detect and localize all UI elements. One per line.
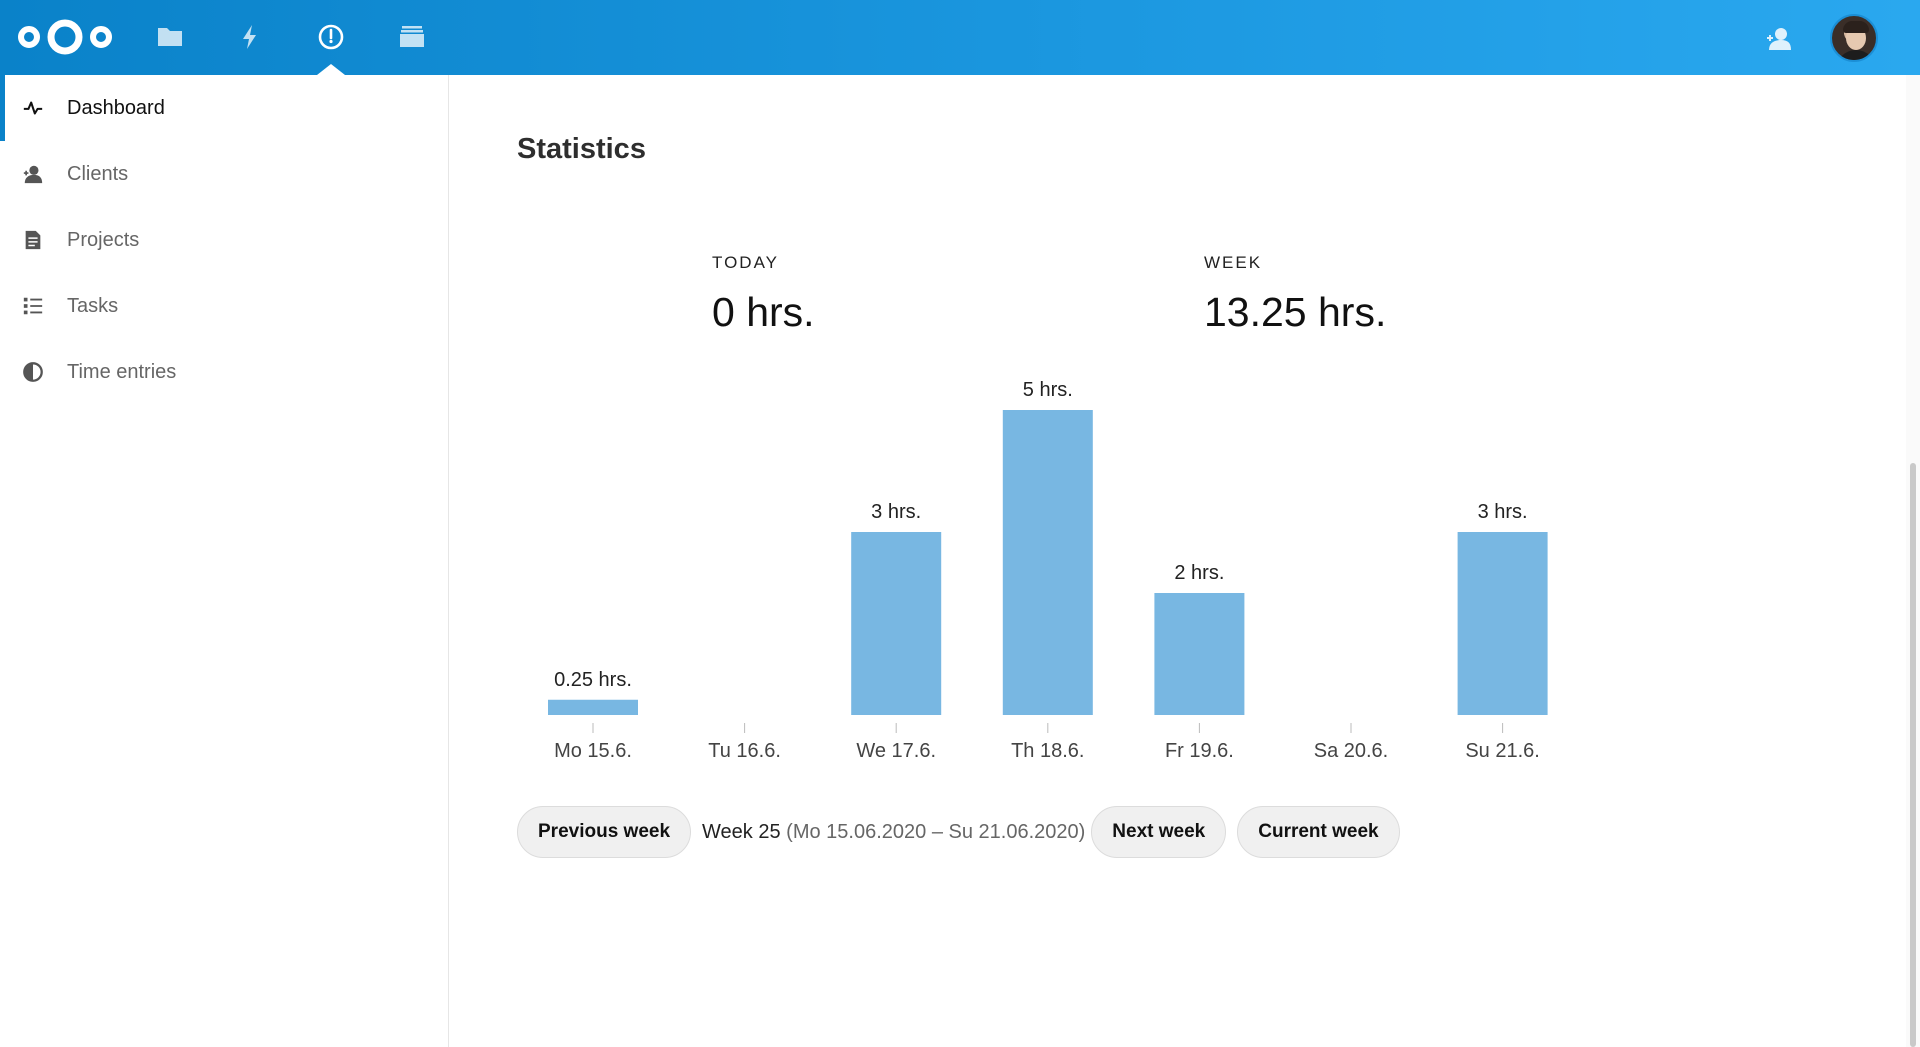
top-header <box>0 0 1920 75</box>
sidebar-item-projects[interactable]: Projects <box>0 207 449 273</box>
pulse-icon <box>20 95 46 121</box>
previous-week-button[interactable]: Previous week <box>517 806 692 858</box>
deck-icon[interactable] <box>395 20 429 54</box>
pie-icon <box>20 359 46 385</box>
checklist-icon <box>20 293 46 319</box>
chart-bar <box>1154 593 1245 715</box>
sidebar-item-time-entries[interactable]: Time entries <box>0 339 449 405</box>
x-axis-tick-label: Sa 20.6. <box>1314 740 1389 762</box>
sidebar-item-label: Clients <box>67 162 129 185</box>
sidebar-item-dashboard[interactable]: Dashboard <box>0 75 449 141</box>
clock-icon[interactable] <box>314 20 348 54</box>
bar-data-label: 3 hrs. <box>1478 501 1528 523</box>
active-item-bar <box>0 75 5 141</box>
week-number: Week 25 <box>702 820 781 843</box>
today-label: TODAY <box>712 253 779 272</box>
lightning-icon[interactable] <box>233 20 267 54</box>
main-content: Statistics TODAY 0 hrs. WEEK 13.25 hrs. <box>450 75 1900 1047</box>
app-navigation: Dashboard Clients Projects Tasks Time en… <box>0 75 449 1047</box>
week-label: WEEK <box>1204 253 1263 272</box>
active-app-indicator <box>317 64 345 75</box>
x-axis-tick-label: Su 21.6. <box>1465 740 1540 762</box>
weekly-hours-chart: 0.25 hrs. Mo 15.6. Tu 16.6. 3 hrs. We 17.6. 5… <box>548 379 1548 762</box>
current-week-button[interactable]: Current week <box>1237 806 1400 858</box>
bar-data-label: 0.25 hrs. <box>554 669 632 691</box>
scrollbar-thumb[interactable] <box>1910 463 1916 1047</box>
chart-bar <box>851 532 942 715</box>
sidebar-item-clients[interactable]: Clients <box>0 141 449 207</box>
week-value: 13.25 hrs. <box>1204 289 1387 335</box>
bar-data-label: 5 hrs. <box>1023 379 1073 401</box>
user-icon <box>20 161 46 187</box>
sidebar-item-tasks[interactable]: Tasks <box>0 273 449 339</box>
sidebar-item-label: Time entries <box>67 360 177 383</box>
sidebar-item-label: Projects <box>67 228 140 251</box>
folder-icon[interactable] <box>153 20 187 54</box>
chart-bar <box>1002 410 1093 715</box>
scrollbar[interactable] <box>1906 75 1920 1047</box>
bar-data-label: 2 hrs. <box>1174 562 1224 584</box>
x-axis-tick-label: Mo 15.6. <box>554 740 632 762</box>
week-range: (Mo 15.06.2020 – Su 21.06.2020) <box>786 820 1086 843</box>
bar-data-label: 3 hrs. <box>871 501 921 523</box>
x-axis-tick-label: We 17.6. <box>856 740 936 762</box>
sidebar-item-label: Tasks <box>67 294 119 317</box>
week-indicator: Week 25 (Mo 15.06.2020 – Su 21.06.2020) <box>702 821 1085 844</box>
chart-bar <box>548 699 638 715</box>
contacts-icon[interactable] <box>1764 24 1794 54</box>
chart-bar <box>1457 532 1548 715</box>
week-navigation: Previous week Week 25 (Mo 15.06.2020 – S… <box>517 806 1400 858</box>
today-value: 0 hrs. <box>712 289 815 335</box>
document-icon <box>20 227 46 253</box>
user-avatar[interactable] <box>1830 14 1878 62</box>
next-week-button[interactable]: Next week <box>1091 806 1227 858</box>
x-axis-tick-label: Fr 19.6. <box>1165 740 1234 762</box>
nextcloud-logo-icon[interactable] <box>16 16 114 58</box>
x-axis-tick-label: Th 18.6. <box>1011 740 1084 762</box>
page-title: Statistics <box>517 133 646 165</box>
sidebar-item-label: Dashboard <box>67 96 165 119</box>
x-axis-tick-label: Tu 16.6. <box>708 740 781 762</box>
